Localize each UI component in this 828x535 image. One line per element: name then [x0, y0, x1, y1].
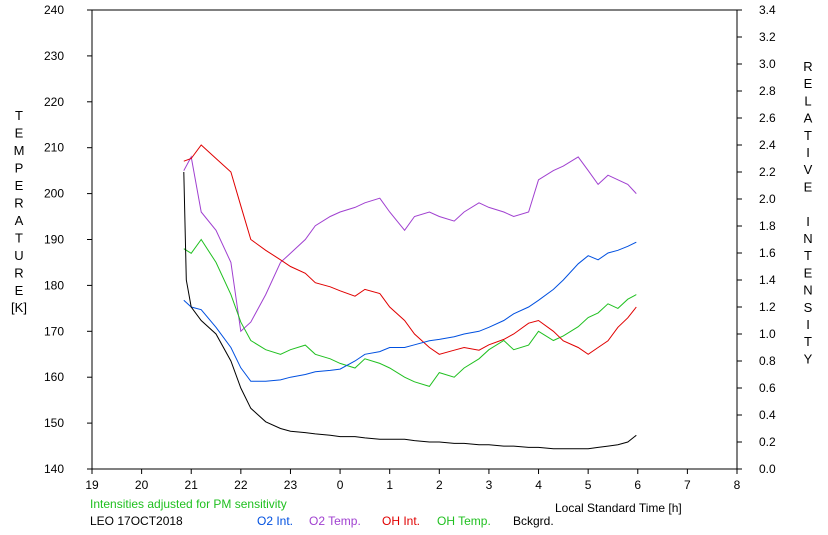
y-right-axis-label-letter: N [803, 231, 812, 246]
y-right-axis-label-letter: S [804, 300, 813, 315]
y-left-axis-label-letter: T [15, 108, 23, 123]
y-left-axis-label-letter: E [15, 126, 24, 141]
y-right-axis-label-letter: E [804, 265, 813, 280]
y-right-axis-label-letter: T [804, 248, 812, 263]
y-right-tick-label: 1.8 [759, 219, 776, 233]
y-left-tick-label: 170 [44, 324, 64, 338]
y-left-tick-label: 220 [44, 95, 64, 109]
x-tick-label: 20 [135, 478, 149, 492]
station-label: LEO 17OCT2018 [90, 514, 183, 528]
y-right-axis-label-letter: T [804, 128, 812, 143]
y-left-tick-label: 150 [44, 416, 64, 430]
y-left-axis-label-letter: R [14, 196, 23, 211]
series-bckgrd [183, 171, 637, 450]
x-tick-label: 4 [535, 478, 542, 492]
y-left-tick-label: 240 [44, 3, 64, 17]
legend-oh-int: OH Int. [382, 514, 421, 528]
y-right-tick-label: 1.4 [759, 273, 776, 287]
x-tick-label: 5 [585, 478, 592, 492]
y-right-axis-label-letter: A [804, 111, 813, 126]
y-right-tick-label: 2.2 [759, 165, 776, 179]
legend-o2-temp: O2 Temp. [309, 514, 361, 528]
y-right-tick-label: 0.6 [759, 381, 776, 395]
x-axis-label: Local Standard Time [h] [555, 501, 682, 515]
y-right-axis-label-letter: I [806, 214, 810, 229]
x-tick-label: 1 [386, 478, 393, 492]
y-right-axis-label-letter: E [804, 179, 813, 194]
y-right-tick-label: 3.2 [759, 30, 776, 44]
y-right-tick-label: 2.4 [759, 138, 776, 152]
y-left-tick-label: 160 [44, 370, 64, 384]
y-right-axis-label-letter: R [803, 59, 812, 74]
x-tick-label: 19 [85, 478, 99, 492]
y-right-axis-label-letter: I [806, 145, 810, 160]
plot-frame [91, 9, 738, 470]
y-right-tick-label: 1.0 [759, 327, 776, 341]
x-tick-label: 6 [634, 478, 641, 492]
x-tick-label: 0 [337, 478, 344, 492]
y-left-axis-label-letter: E [15, 178, 24, 193]
series-o2-int [183, 241, 637, 382]
y-left-axis-label-letter: P [15, 161, 24, 176]
y-left-tick-label: 210 [44, 141, 64, 155]
y-right-axis-label-letter: L [804, 93, 811, 108]
y-right-tick-label: 0.8 [759, 354, 776, 368]
annotation-text: Intensities adjusted for PM sensitivity [90, 497, 287, 511]
y-right-tick-label: 3.0 [759, 57, 776, 71]
y-right-tick-label: 1.2 [759, 300, 776, 314]
y-left-axis-label-letter: R [14, 266, 23, 281]
y-left-axis-label-letter: T [15, 231, 23, 246]
y-left-tick-label: 180 [44, 278, 64, 292]
y-right-tick-label: 0.0 [759, 462, 776, 476]
series-oh-int [183, 144, 637, 355]
x-tick-label: 23 [284, 478, 298, 492]
y-right-tick-label: 2.6 [759, 111, 776, 125]
y-right-axis-label-letter: V [804, 162, 813, 177]
y-right-tick-label: 0.2 [759, 435, 776, 449]
y-right-tick-label: 2.0 [759, 192, 776, 206]
y-left-axis-unit: [K] [11, 300, 27, 315]
y-left-axis-label-letter: E [15, 283, 24, 298]
x-tick-label: 21 [185, 478, 199, 492]
y-left-tick-label: 190 [44, 233, 64, 247]
y-right-tick-label: 0.4 [759, 408, 776, 422]
x-tick-label: 7 [684, 478, 691, 492]
y-left-axis-label-letter: M [14, 143, 25, 158]
y-right-tick-label: 3.4 [759, 3, 776, 17]
y-right-axis-label-letter: N [803, 283, 812, 298]
series-o2-temp [183, 155, 637, 333]
y-right-tick-label: 1.6 [759, 246, 776, 260]
y-right-axis-label-letter: E [804, 76, 813, 91]
legend-bckgrd: Bckgrd. [513, 514, 554, 528]
y-left-tick-label: 200 [44, 187, 64, 201]
y-left-tick-label: 140 [44, 462, 64, 476]
y-right-axis-label-letter: I [806, 317, 810, 332]
x-tick-label: 3 [486, 478, 493, 492]
y-left-axis-label-letter: U [14, 248, 23, 263]
y-left-axis-label-letter: A [15, 213, 24, 228]
y-right-axis-label-letter: T [804, 334, 812, 349]
y-right-tick-label: 2.8 [759, 84, 776, 98]
legend-o2-int: O2 Int. [257, 514, 294, 528]
x-tick-label: 8 [734, 478, 741, 492]
x-tick-label: 2 [436, 478, 443, 492]
y-right-axis-label-letter: Y [804, 351, 813, 366]
series-oh-temp [183, 238, 637, 387]
x-tick-label: 22 [234, 478, 248, 492]
y-left-tick-label: 230 [44, 49, 64, 63]
legend-oh-temp: OH Temp. [437, 514, 491, 528]
